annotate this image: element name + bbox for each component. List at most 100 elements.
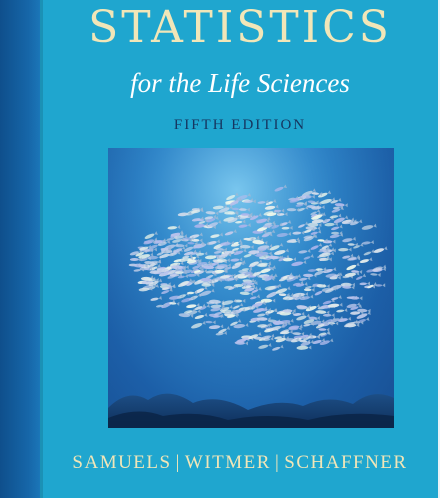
fish-shape: [338, 316, 352, 322]
fish-shape: [238, 222, 251, 228]
fish-shape: [355, 273, 367, 280]
fish-shape: [172, 237, 185, 243]
fish-shape: [373, 246, 388, 253]
fish-shape: [314, 288, 326, 296]
author-separator: |: [274, 452, 281, 473]
fish-shape: [205, 320, 216, 325]
fish-shape: [281, 225, 293, 230]
fish-shape: [319, 251, 335, 258]
fish-shape: [315, 321, 328, 329]
fish-shape: [295, 281, 308, 287]
fish-shape: [286, 237, 300, 243]
fish-shape: [173, 245, 186, 253]
fish-shape: [319, 338, 334, 346]
fish-shape: [227, 211, 239, 216]
fish-shape: [244, 286, 258, 292]
fish-shape: [260, 298, 276, 303]
fish-shape: [336, 308, 348, 313]
fish-shape: [303, 253, 314, 260]
fish-shape: [359, 257, 373, 264]
fish-shape: [241, 283, 255, 289]
fish-shape: [311, 205, 325, 210]
fish-shape: [274, 184, 287, 192]
fish-shape: [167, 267, 180, 275]
fish-shape: [205, 211, 219, 216]
fish-shape: [269, 242, 284, 251]
fish-shape: [208, 324, 224, 330]
fish-shape: [257, 199, 269, 204]
fish-shape: [308, 316, 320, 321]
fish-shape: [303, 227, 315, 233]
fish-shape: [194, 312, 208, 320]
fish-shape: [168, 294, 184, 300]
fish-shape: [256, 317, 271, 322]
fish-shape: [226, 192, 239, 201]
fish-shape: [310, 208, 321, 216]
fish-shape: [295, 202, 307, 207]
fish-shape: [239, 207, 250, 212]
fish-shape: [233, 271, 249, 279]
fish-shape: [271, 222, 283, 229]
fish-shape: [261, 333, 275, 340]
fish-shape: [157, 239, 171, 246]
fish-shape: [215, 330, 228, 336]
fish-shape: [212, 313, 224, 318]
fish-shape: [194, 303, 206, 311]
fish-shape: [168, 250, 181, 257]
fish-shape: [292, 280, 304, 286]
fish-shape: [278, 275, 290, 282]
fish-shape: [296, 345, 312, 350]
fish-shape: [257, 323, 270, 328]
fish-shape: [234, 283, 247, 288]
fish-shape: [300, 339, 315, 347]
fish-shape: [258, 308, 271, 313]
fish-shape: [249, 259, 263, 266]
fish-shape: [338, 247, 352, 252]
fish-shape: [300, 332, 313, 339]
fish-shape: [358, 316, 370, 323]
fish-shape: [249, 294, 261, 300]
fish-shape: [201, 261, 213, 268]
fish-shape: [144, 240, 156, 245]
fish-shape: [232, 302, 244, 309]
fish-shape: [138, 252, 154, 259]
fish-shape: [155, 302, 167, 308]
author-witmer: WITMER: [184, 452, 271, 473]
fish-shape: [359, 281, 371, 286]
fish-shape: [207, 239, 221, 245]
fish-shape: [311, 212, 326, 220]
fish-shape: [230, 257, 243, 262]
fish-shape: [303, 234, 318, 242]
fish-shape: [214, 268, 228, 274]
author-line: SAMUELS | WITMER | SCHAFFNER: [40, 453, 440, 472]
fish-shape: [249, 212, 262, 220]
fish-shape: [267, 255, 282, 260]
book-subtitle: for the Life Sciences: [130, 68, 350, 98]
fish-shape: [264, 284, 280, 291]
fish-shape: [248, 332, 262, 340]
fish-shape: [333, 215, 349, 224]
fish-shape: [316, 284, 330, 289]
fish-shape: [193, 267, 205, 273]
fish-shape: [350, 310, 364, 315]
fish-shape: [329, 232, 344, 239]
fish-shape: [330, 224, 343, 231]
fish-shape: [298, 221, 309, 228]
fish-shape: [344, 271, 360, 277]
fish-shape: [276, 231, 292, 238]
fish-shape: [229, 197, 243, 206]
fish-shape: [318, 248, 329, 253]
fish-shape: [148, 278, 163, 286]
fish-shape: [203, 265, 218, 270]
fish-shape: [144, 231, 158, 239]
fish-shape: [191, 208, 204, 214]
fish-shape: [361, 223, 377, 230]
fish-shape: [317, 190, 332, 198]
fish-shape: [174, 243, 188, 248]
fish-shape: [275, 336, 290, 343]
fish-shape: [322, 313, 335, 318]
fish-shape: [310, 242, 323, 250]
fish-shape: [319, 255, 330, 262]
fish-shape: [231, 261, 245, 269]
fish-shape: [170, 231, 184, 237]
